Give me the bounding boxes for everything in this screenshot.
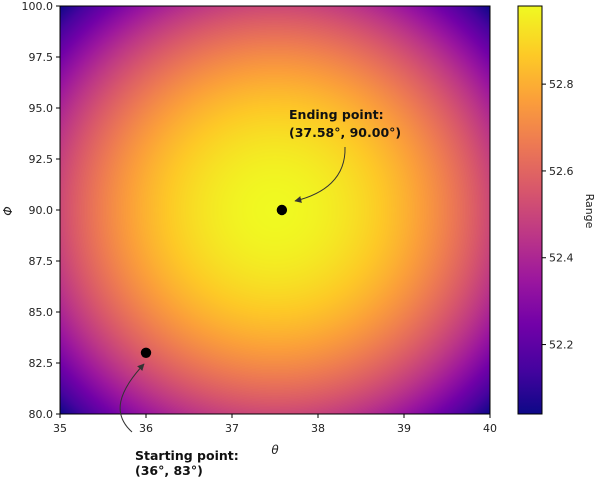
y-tick-label: 92.5 (29, 153, 54, 166)
x-axis-label: θ (271, 443, 279, 457)
colorbar-tick-label: 52.6 (549, 165, 574, 178)
colorbar-tick-label: 52.4 (549, 252, 574, 265)
y-tick-label: 82.5 (29, 357, 54, 370)
heatmap-image (60, 6, 490, 414)
y-tick-label: 85.0 (29, 306, 54, 319)
x-tick-label: 36 (139, 422, 153, 435)
y-tick-label: 90.0 (29, 204, 54, 217)
y-tick-label: 87.5 (29, 255, 54, 268)
x-axis-ticks: 35 36 37 38 39 40 (53, 414, 497, 435)
y-tick-label: 97.5 (29, 51, 54, 64)
y-tick-label: 95.0 (29, 102, 54, 115)
y-tick-label: 100.0 (22, 0, 54, 13)
x-tick-label: 35 (53, 422, 67, 435)
colorbar-label: Range (583, 194, 594, 229)
y-tick-label: 80.0 (29, 408, 54, 421)
x-tick-label: 38 (311, 422, 325, 435)
ending-point-label: Ending point: (289, 107, 384, 122)
colorbar (518, 6, 542, 414)
data-point (141, 348, 151, 358)
colorbar-tick-label: 52.2 (549, 339, 574, 352)
starting-point-coords: (36°, 83°) (135, 463, 203, 478)
colorbar-ticks: 52.2 52.4 52.6 52.8 (542, 78, 574, 351)
x-tick-label: 40 (483, 422, 497, 435)
ending-point-coords: (37.58°, 90.00°) (289, 125, 401, 140)
x-tick-label: 37 (225, 422, 239, 435)
x-tick-label: 39 (397, 422, 411, 435)
starting-point-label: Starting point: (135, 448, 239, 463)
data-point (277, 205, 287, 215)
y-axis-label: Φ (1, 206, 15, 215)
y-axis-ticks: 80.0 82.5 85.0 87.5 90.0 92.5 95.0 97.5 100.0 (22, 0, 61, 421)
colorbar-tick-label: 52.8 (549, 78, 574, 91)
